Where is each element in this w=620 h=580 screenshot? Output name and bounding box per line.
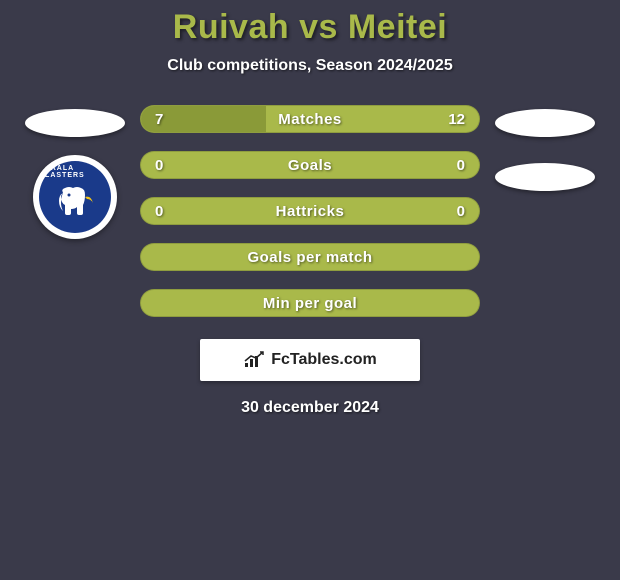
bar-value-left: 0 (155, 157, 163, 174)
date-text: 30 december 2024 (241, 399, 379, 417)
bar-value-right: 0 (457, 203, 465, 220)
chart-icon (243, 351, 265, 369)
bar-label: Goals (288, 157, 332, 174)
stat-bars: 7 Matches 12 0 Goals 0 0 Hattricks 0 Goals per ma… (140, 105, 480, 317)
bar-value-right: 0 (457, 157, 465, 174)
stat-bar: Goals per match (140, 243, 480, 271)
player-oval-right-2 (495, 163, 595, 191)
stat-bar: 7 Matches 12 (140, 105, 480, 133)
left-column: KERALA BLASTERS (20, 105, 130, 239)
right-column (490, 105, 600, 191)
badge-inner: KERALA BLASTERS (39, 161, 111, 233)
player-oval-left (25, 109, 125, 137)
elephant-icon (55, 183, 95, 219)
main-row: KERALA BLASTERS 7 Matches 12 0 Goals 0 0 Hattri… (0, 105, 620, 317)
bar-value-left: 7 (155, 111, 163, 128)
brand-box: FcTables.com (200, 339, 420, 381)
stat-bar: 0 Goals 0 (140, 151, 480, 179)
comparison-card: Ruivah vs Meitei Club competitions, Seas… (0, 0, 620, 417)
bar-label: Goals per match (247, 249, 372, 266)
bar-value-right: 12 (448, 111, 465, 128)
subtitle: Club competitions, Season 2024/2025 (167, 57, 452, 75)
stat-bar: 0 Hattricks 0 (140, 197, 480, 225)
player-oval-right-1 (495, 109, 595, 137)
team-badge-left: KERALA BLASTERS (33, 155, 117, 239)
bar-label: Min per goal (263, 295, 357, 312)
brand-text: FcTables.com (271, 351, 377, 369)
bar-label: Hattricks (276, 203, 345, 220)
page-title: Ruivah vs Meitei (173, 8, 447, 47)
badge-text: KERALA BLASTERS (39, 165, 111, 179)
bar-label: Matches (278, 111, 342, 128)
stat-bar: Min per goal (140, 289, 480, 317)
bar-value-left: 0 (155, 203, 163, 220)
